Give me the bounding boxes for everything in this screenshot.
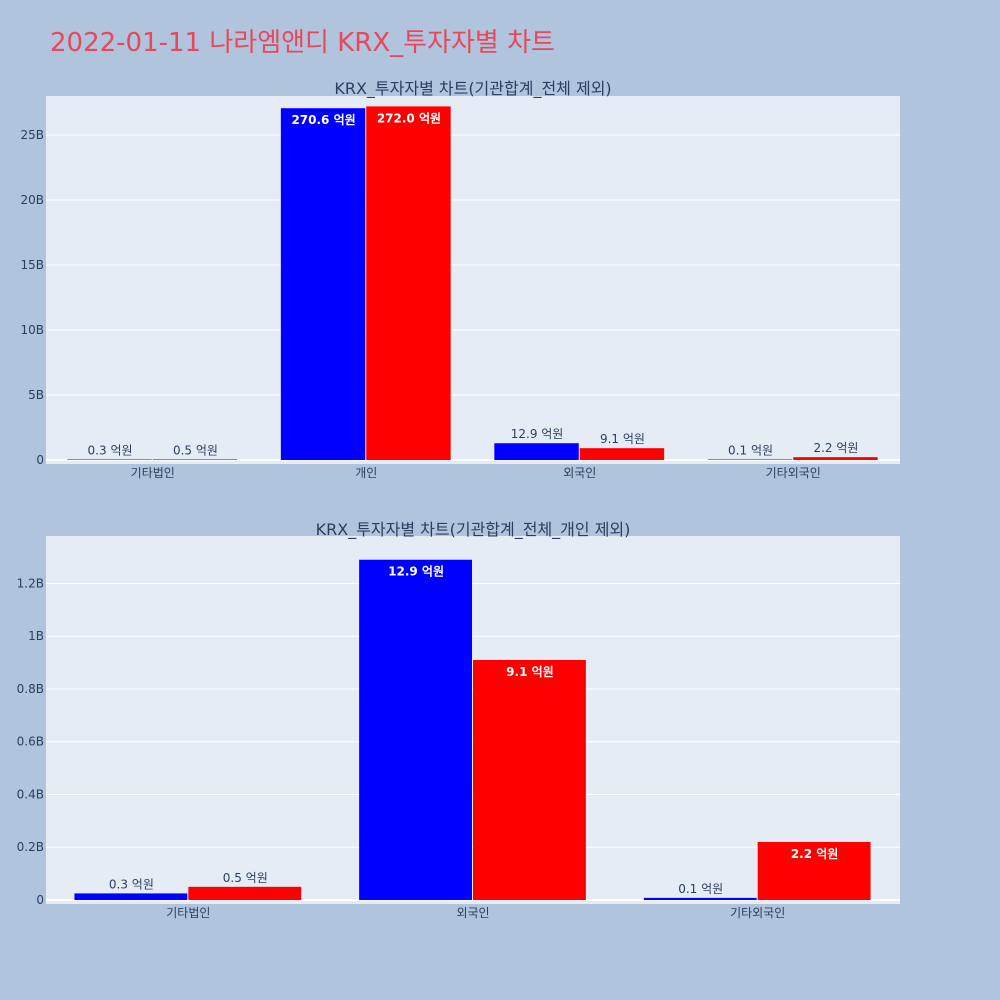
data-label: 0.3 억원 xyxy=(109,877,154,891)
bar xyxy=(188,886,302,900)
data-label: 9.1 억원 xyxy=(506,665,554,679)
y-tick-label: 0.6B xyxy=(17,735,44,749)
bar xyxy=(280,108,366,460)
data-label: 0.5 억원 xyxy=(223,871,268,885)
x-tick-label: 기타법인 xyxy=(131,466,175,480)
chart-title: KRX_투자자별 차트(기관합계_전체 제외) xyxy=(334,79,611,99)
data-label: 12.9 억원 xyxy=(388,565,444,579)
bar xyxy=(643,897,757,900)
data-label: 2.2 억원 xyxy=(813,441,858,455)
bar xyxy=(707,459,793,460)
data-label: 12.9 억원 xyxy=(511,427,564,441)
y-tick-label: 0.4B xyxy=(17,787,44,801)
bar xyxy=(473,659,586,900)
chart-title: KRX_투자자별 차트(기관합계_전체_개인 제외) xyxy=(316,520,631,540)
x-tick-label: 기타법인 xyxy=(166,906,210,920)
bar xyxy=(494,443,579,460)
x-tick-label: 개인 xyxy=(355,466,377,480)
data-label: 0.5 억원 xyxy=(173,443,218,457)
y-tick-label: 1B xyxy=(28,629,44,643)
data-label: 9.1 억원 xyxy=(600,432,645,446)
x-tick-label: 외국인 xyxy=(456,906,489,920)
y-tick-label: 10B xyxy=(20,323,44,337)
y-tick-label: 1.2B xyxy=(17,576,44,590)
y-tick-label: 5B xyxy=(28,388,44,402)
bar xyxy=(67,459,152,460)
data-label: 0.1 억원 xyxy=(678,882,723,896)
chart-investor-all: 0 5B 10B 15B 20B 25B KRX_투자자별 차트(기관합계_전체 제외) 기타… xyxy=(20,79,900,480)
data-label: 2.2 억원 xyxy=(791,847,839,861)
bar xyxy=(366,106,451,461)
y-tick-label: 0.8B xyxy=(17,682,44,696)
y-tick-label: 0.2B xyxy=(17,840,44,854)
plot-area xyxy=(46,96,900,464)
data-label: 0.1 억원 xyxy=(728,444,773,458)
y-tick-label: 0 xyxy=(36,453,44,467)
y-tick-label: 20B xyxy=(20,193,44,207)
page-title: 2022-01-11 나라엠앤디 KRX_투자자별 차트 xyxy=(50,28,555,58)
bar xyxy=(152,459,238,460)
y-tick-label: 0 xyxy=(36,893,44,907)
x-tick-label: 기타외국인 xyxy=(730,906,785,920)
y-tick-label: 25B xyxy=(20,128,44,142)
bar xyxy=(74,893,188,900)
x-tick-label: 외국인 xyxy=(563,466,596,480)
bar xyxy=(359,559,472,900)
data-label: 270.6 억원 xyxy=(291,113,355,127)
bar xyxy=(757,841,871,900)
x-tick-label: 기타외국인 xyxy=(766,466,821,480)
y-tick-label: 15B xyxy=(20,258,44,272)
bar xyxy=(579,448,665,460)
data-label: 272.0 억원 xyxy=(377,111,441,125)
chart-investor-excl-individual: 0 0.2B 0.4B 0.6B 0.8B 1B 1.2B KRX_투자자별 차트(기관합계_… xyxy=(17,520,900,920)
bar xyxy=(793,457,878,460)
data-label: 0.3 억원 xyxy=(88,444,133,458)
